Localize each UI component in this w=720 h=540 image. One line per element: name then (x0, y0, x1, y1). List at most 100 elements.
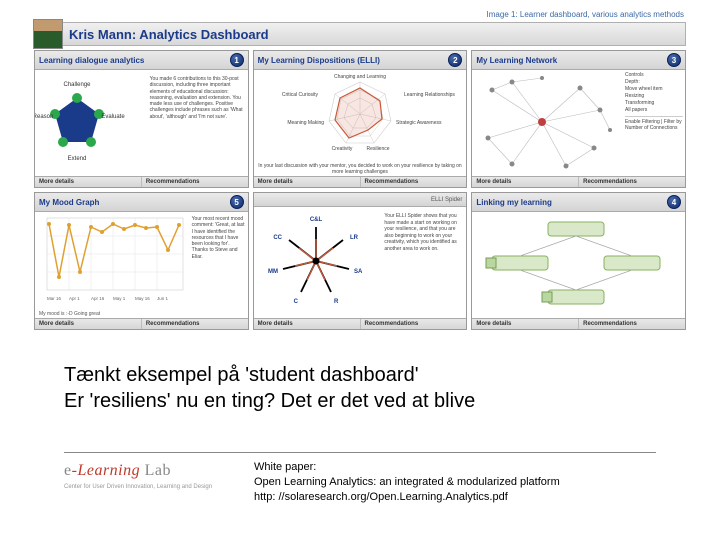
svg-text:Critical Curiosity: Critical Curiosity (282, 92, 319, 98)
svg-text:Changing and Learning: Changing and Learning (334, 74, 386, 80)
legend-item: Move wheel item (625, 86, 683, 92)
panel-body: Controls Depth: Move wheel item Resizing… (472, 70, 685, 176)
panel-header: My Learning Network 3 (472, 51, 685, 70)
footer-logo-subtitle: Center for User Driven Innovation, Learn… (64, 484, 212, 490)
svg-text:LR: LR (350, 235, 359, 241)
panel-title: My Learning Dispositions (ELLI) (258, 56, 380, 65)
logo-pre: e (64, 462, 72, 479)
legend-item: Controls (625, 72, 683, 78)
recommendations-link[interactable]: Recommendations (142, 177, 248, 187)
recommendations-link[interactable]: Recommendations (361, 177, 467, 187)
legend-item: Depth: (625, 79, 683, 85)
svg-text:Meaning Making: Meaning Making (287, 120, 324, 126)
panel-header: My Mood Graph 5 (35, 193, 248, 212)
slide-body-text: Tænkt eksempel på 'student dashboard' Er… (64, 362, 475, 414)
recommendations-link[interactable]: Recommendations (361, 319, 467, 329)
svg-text:CC: CC (273, 235, 282, 241)
panel-grid: Learning dialogue analytics 1 Cha (34, 50, 686, 330)
panel-elli-dispositions: My Learning Dispositions (ELLI) 2 (253, 50, 468, 188)
svg-text:Apr 16: Apr 16 (91, 296, 105, 301)
panel-description: You made 6 contributions to this 30-post… (150, 76, 246, 120)
panel-badge: 3 (667, 53, 681, 67)
spider-chart: C&L LR SA R C MM CC (254, 207, 384, 317)
panel-caption: In your last discussion with your mentor… (258, 164, 463, 175)
mood-caption: My mood is :-D Going great (39, 311, 100, 317)
body-line-1: Tænkt eksempel på 'student dashboard' (64, 362, 475, 388)
panel-elli-spider: ELLI Spider (253, 192, 468, 330)
network-controls: Controls Depth: Move wheel item Resizing… (625, 72, 683, 132)
svg-text:Creativity: Creativity (331, 146, 352, 152)
whitepaper-line: http: //solaresearch.org/Open.Learning.A… (254, 490, 560, 505)
more-details-link[interactable]: More details (472, 177, 579, 187)
logo-post: Lab (140, 462, 171, 479)
body-line-2: Er 'resiliens' nu en ting? Det er det ve… (64, 388, 475, 414)
svg-text:Learning Relationships: Learning Relationships (404, 92, 455, 98)
panel-footer: More details Recommendations (472, 318, 685, 329)
legend-footer: Enable Filtering | Filter by Number of C… (625, 116, 683, 131)
dashboard-title: Kris Mann: Analytics Dashboard (69, 27, 269, 42)
panel-body: Mar 16 Apr 1 Apr 16 May 1 May 16 Jun 1 Your … (35, 212, 248, 318)
mood-line-chart: Mar 16 Apr 1 Apr 16 May 1 May 16 Jun 1 (35, 212, 189, 308)
logo-accent: -Learning (72, 462, 141, 479)
svg-text:May 16: May 16 (135, 296, 150, 301)
panel-title-right: ELLI Spider (431, 197, 462, 203)
panel-title: Learning dialogue analytics (39, 56, 144, 65)
more-details-link[interactable]: More details (254, 177, 361, 187)
footer-rule (64, 452, 656, 453)
footer-logo: e-Learning Lab (64, 462, 171, 480)
elli-radar-chart: Changing and Learning Learning Relations… (254, 70, 466, 162)
svg-text:Challenge: Challenge (63, 82, 91, 88)
recommendations-link[interactable]: Recommendations (579, 319, 685, 329)
svg-text:Evaluate: Evaluate (101, 114, 125, 120)
panel-linking-learning: Linking my learning 4 (471, 192, 686, 330)
panel-header: Learning dialogue analytics 1 (35, 51, 248, 70)
legend-item: All papers (625, 107, 683, 113)
panel-body: C&L LR SA R C MM CC Your ELLI Spider sho… (254, 207, 467, 318)
linking-diagram (472, 212, 684, 318)
svg-text:Strategic Awareness: Strategic Awareness (396, 120, 442, 126)
more-details-link[interactable]: More details (35, 319, 142, 329)
panel-footer: More details Recommendations (35, 176, 248, 187)
panel-title: My Mood Graph (39, 198, 99, 207)
svg-text:MM: MM (268, 269, 278, 275)
svg-text:May 1: May 1 (113, 296, 126, 301)
panel-badge: 2 (448, 53, 462, 67)
svg-text:C&L: C&L (309, 217, 322, 223)
svg-text:Apr 1: Apr 1 (69, 296, 80, 301)
panel-description: Your most recent mood comment: 'Great, a… (192, 216, 246, 260)
panel-footer: More details Recommendations (254, 176, 467, 187)
panel-mood-graph: My Mood Graph 5 (34, 192, 249, 330)
svg-text:Jun 1: Jun 1 (157, 296, 169, 301)
panel-footer: More details Recommendations (35, 318, 248, 329)
svg-text:Reason: Reason (35, 114, 53, 120)
panel-body: Challenge Reason Evaluate Extend You mad… (35, 70, 248, 176)
figure-caption: Image 1: Learner dashboard, various anal… (487, 10, 684, 19)
panel-body (472, 212, 685, 318)
legend-item: Resizing (625, 93, 683, 99)
more-details-link[interactable]: More details (254, 319, 361, 329)
slide: Image 1: Learner dashboard, various anal… (0, 0, 720, 540)
panel-badge: 4 (667, 195, 681, 209)
more-details-link[interactable]: More details (35, 177, 142, 187)
panel-badge: 5 (230, 195, 244, 209)
panel-title: My Learning Network (476, 56, 557, 65)
svg-text:R: R (334, 299, 339, 305)
panel-footer: More details Recommendations (472, 176, 685, 187)
panel-title: Linking my learning (476, 198, 552, 207)
panel-header: ELLI Spider (254, 193, 467, 207)
panel-description: Your ELLI Spider shows that you have mad… (384, 213, 464, 252)
panel-body: Changing and Learning Learning Relations… (254, 70, 467, 176)
legend-item: Transforming (625, 100, 683, 106)
recommendations-link[interactable]: Recommendations (579, 177, 685, 187)
svg-text:SA: SA (354, 269, 363, 275)
whitepaper-citation: White paper: Open Learning Analytics: an… (254, 460, 560, 505)
network-graph (472, 70, 622, 176)
svg-text:Mar 16: Mar 16 (47, 296, 62, 301)
panel-footer: More details Recommendations (254, 318, 467, 329)
recommendations-link[interactable]: Recommendations (142, 319, 248, 329)
dashboard-header: Kris Mann: Analytics Dashboard (34, 22, 686, 46)
more-details-link[interactable]: More details (472, 319, 579, 329)
svg-text:Resilience: Resilience (366, 146, 389, 152)
svg-text:Extend: Extend (68, 156, 87, 162)
panel-header: Linking my learning 4 (472, 193, 685, 212)
